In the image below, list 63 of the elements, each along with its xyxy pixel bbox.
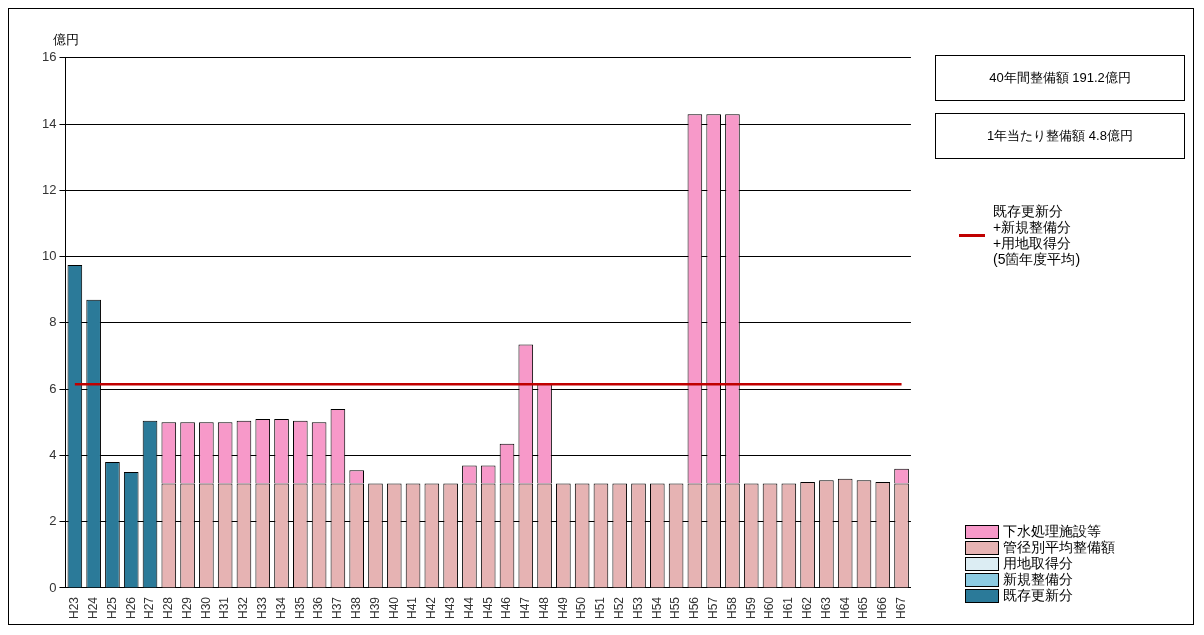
legend-label: 用地取得分	[1003, 555, 1073, 572]
x-tick-label: H61	[781, 596, 796, 619]
x-tick-label: H52	[612, 596, 627, 619]
y-tick-label: 0	[49, 579, 57, 595]
y-tick-label: 6	[49, 380, 57, 396]
y-tick-label: 4	[49, 447, 57, 463]
x-tick-label: H64	[837, 596, 852, 619]
legend-label: 既存更新分	[1003, 587, 1073, 605]
x-tick-label: H58	[724, 596, 739, 619]
x-tick-label: H42	[424, 596, 439, 619]
x-tick-label: H51	[593, 596, 608, 619]
x-tick-label: H34	[273, 596, 288, 619]
x-tick-label: H46	[499, 596, 514, 619]
x-tick-label: H67	[893, 596, 908, 619]
x-tick-label: H59	[743, 596, 758, 619]
text: 1年当たり整備額 4.8億円	[935, 113, 1185, 159]
x-tick-label: H50	[574, 596, 589, 619]
x-tick-label: H62	[799, 596, 814, 619]
x-tick-label: H53	[630, 596, 645, 619]
x-tick-label: H60	[762, 596, 777, 619]
x-tick-label: H48	[536, 596, 551, 619]
y-tick-label: 14	[41, 115, 57, 131]
y-tick-label: 2	[49, 513, 57, 529]
x-tick-label: H26	[123, 596, 138, 619]
x-tick-label: H55	[668, 596, 683, 619]
x-tick-label: H38	[349, 596, 363, 619]
legend-label: 管径別平均整備額	[1003, 539, 1115, 556]
x-tick-label: H41	[405, 596, 420, 619]
y-tick-label: 10	[41, 248, 57, 264]
x-tick-label: H31	[217, 596, 232, 619]
x-tick-label: H33	[255, 596, 270, 619]
x-tick-label: H27	[142, 596, 157, 619]
x-tick-label: H54	[649, 596, 664, 619]
x-tick-label: H66	[875, 596, 890, 619]
x-tick-label: H45	[480, 596, 495, 619]
x-tick-label: H57	[705, 596, 720, 619]
x-tick-label: H37	[330, 596, 345, 619]
x-tick-label: H36	[311, 596, 326, 619]
legend-label: 既存更新分 +新規整備分 +用地取得分 (5箇年度平均)	[993, 203, 1081, 267]
y-tick-label: 16	[41, 49, 57, 65]
x-tick-label: H40	[386, 596, 401, 619]
x-tick-label: H25	[104, 596, 119, 619]
x-tick-label: H24	[85, 596, 100, 619]
x-tick-label: H65	[856, 596, 871, 619]
x-tick-label: H47	[518, 596, 533, 619]
x-tick-label: H23	[67, 596, 82, 619]
x-tick-label: H30	[198, 596, 213, 619]
x-tick-label: H44	[461, 596, 476, 619]
legend-label: 新規整備分	[1003, 571, 1073, 588]
text: 40年間整備額 191.2億円	[935, 55, 1185, 101]
x-tick-label: H56	[687, 596, 702, 619]
y-axis-title: 億円	[53, 31, 79, 49]
x-tick-label: H49	[555, 596, 570, 619]
x-tick-label: H32	[236, 596, 251, 619]
x-tick-label: H29	[179, 596, 194, 619]
legend-label: 下水処理施設等	[1003, 523, 1101, 540]
x-tick-label: H35	[292, 596, 307, 619]
y-tick-label: 8	[49, 314, 57, 330]
x-tick-label: H63	[818, 596, 833, 619]
y-tick-label: 12	[41, 181, 57, 197]
x-tick-label: H39	[367, 596, 382, 619]
x-tick-label: H28	[161, 596, 176, 619]
x-tick-label: H43	[442, 596, 457, 619]
